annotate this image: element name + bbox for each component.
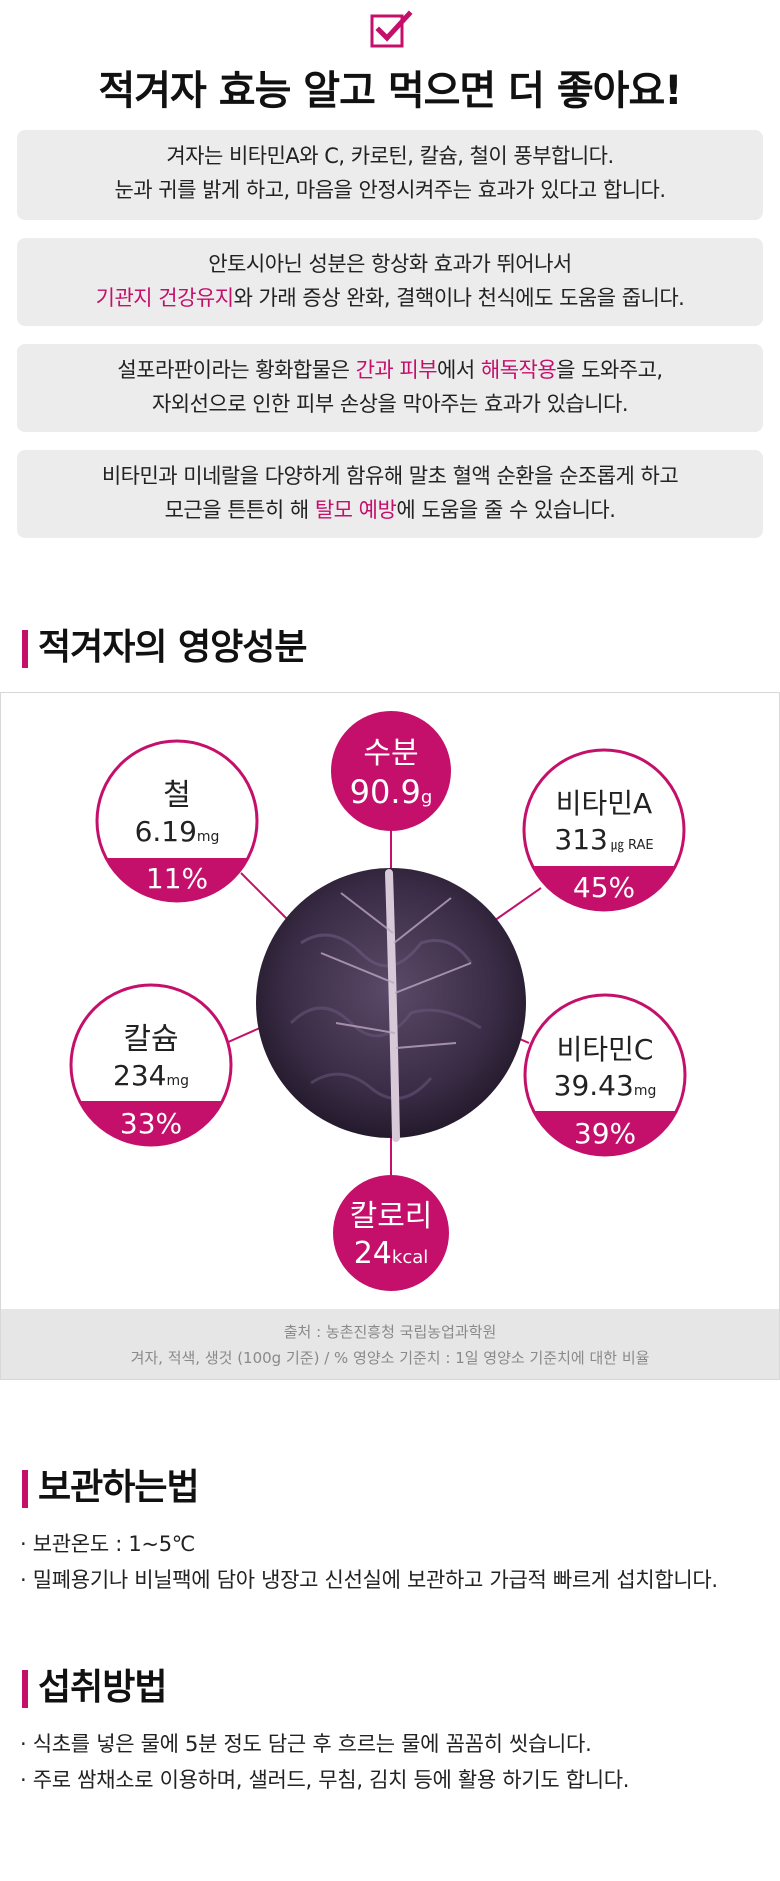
benefit-4-line2: 모근을 튼튼히 해 탈모 예방에 도움을 줄 수 있습니다. [17,493,763,527]
list-item: 보관온도 : 1~5℃ [20,1526,718,1562]
intake-list: 식초를 넣은 물에 5분 정도 담근 후 흐르는 물에 꼼꼼히 씻습니다. 주로… [20,1726,630,1798]
benefit-3-line1: 설포라판이라는 황화합물은 간과 피부에서 해독작용을 도와주고, [17,353,763,387]
benefit-box-3: 설포라판이라는 황화합물은 간과 피부에서 해독작용을 도와주고, 자외선으로 … [17,344,763,432]
vitamin-c-unit: mg [634,1083,657,1099]
calorie-label: 칼로리 [350,1199,433,1234]
benefit-1-line2: 눈과 귀를 밝게 하고, 마음을 안정시켜주는 효과가 있다고 합니다. [114,178,666,202]
list-item: 밀폐용기나 비닐팩에 담아 냉장고 신선실에 보관하고 가급적 빠르게 섭치합니… [20,1562,718,1598]
benefit-box-1: 겨자는 비타민A와 C, 카로틴, 칼슘, 철이 풍부합니다. 눈과 귀를 밝게… [17,130,763,220]
calcium-value-line: 234mg [113,1059,189,1092]
benefit-3-text-b: 에서 [437,358,481,382]
benefit-box-2: 안토시아닌 성분은 항상화 효과가 뛰어나서 기관지 건강유지와 가래 증상 완… [17,238,763,326]
benefit-box-4: 비타민과 미네랄을 다양하게 함유해 말초 혈액 순환을 순조롭게 하고 모근을… [17,450,763,538]
vitamin-c-value: 39.43 [554,1069,634,1102]
vitamin-a-label: 비타민A [556,787,652,820]
benefit-2-line2-rest: 와 가래 증상 완화, 결핵이나 천식에도 도움을 줍니다. [233,286,685,310]
vitamin-a-value: 313 [554,823,607,856]
benefit-2-line1: 안토시아닌 성분은 항상화 효과가 뛰어나서 [208,252,572,276]
vitamin-c-percent: 39% [574,1117,636,1150]
benefit-4-line1: 비타민과 미네랄을 다양하게 함유해 말초 혈액 순환을 순조롭게 하고 [101,464,679,488]
iron-unit: mg [197,829,220,845]
benefit-3-line2: 자외선으로 인한 피부 손상을 막아주는 효과가 있습니다. [151,392,629,416]
vitamin-a-unit: ㎍ RAE [611,838,654,853]
storage-section-title: 보관하는법 [22,1466,200,1510]
water-circle: 수분 90.9g [331,711,451,831]
red-mustard-leaf-image [256,868,526,1142]
water-value-line: 90.9g [350,773,433,811]
benefit-2-line2: 기관지 건강유지와 가래 증상 완화, 결핵이나 천식에도 도움을 줍니다. [17,281,763,315]
list-item: 주로 쌈채소로 이용하며, 샐러드, 무침, 김치 등에 활용 하기도 합니다. [20,1762,630,1798]
source-line-2: 겨자, 적색, 생것 (100g 기준) / % 영양소 기준치 : 1일 영양… [130,1349,650,1367]
intake-section-title: 섭취방법 [22,1666,167,1710]
calorie-circle: 칼로리 24kcal [333,1175,449,1291]
calcium-unit: mg [166,1073,189,1089]
benefit-3-text-c: 을 도와주고, [556,358,663,382]
iron-percent: 11% [146,862,208,895]
calorie-unit: kcal [392,1247,428,1268]
benefit-2-highlight: 기관지 건강유지 [95,286,234,310]
vitamin-a-value-line: 313 ㎍ RAE [554,823,653,856]
nutrition-diagram: 수분 90.9g 칼로리 24kcal 철 6.19mg 11% 비타민A 31… [69,711,687,1291]
source-line-1: 출처 : 농촌진흥청 국립농업과학원 [283,1323,497,1341]
calcium-value: 234 [113,1059,166,1092]
benefit-3-highlight-2: 해독작용 [480,358,557,382]
calorie-value-line: 24kcal [354,1236,429,1271]
calcium-circle: 칼슘 234mg 33% [69,983,233,1147]
calorie-value: 24 [354,1236,392,1271]
vitamin-c-value-line: 39.43mg [554,1069,657,1102]
calcium-label: 칼슘 [123,1022,178,1057]
nutrition-section-title: 적겨자의 영양성분 [22,626,307,670]
benefit-4-text-b: 에 도움을 줄 수 있습니다. [396,498,616,522]
water-value: 90.9 [350,773,421,811]
calcium-percent: 33% [120,1107,182,1140]
water-unit: g [421,787,432,808]
source-note: 출처 : 농촌진흥청 국립농업과학원 겨자, 적색, 생것 (100g 기준) … [1,1309,779,1379]
page-title: 적겨자 효능 알고 먹으면 더 좋아요! [98,68,682,114]
nutrition-panel: 수분 90.9g 칼로리 24kcal 철 6.19mg 11% 비타민A 31… [0,692,780,1380]
vitamin-c-circle: 비타민C 39.43mg 39% [523,993,687,1157]
vitamin-a-percent: 45% [573,871,635,904]
benefit-4-highlight: 탈모 예방 [314,498,397,522]
storage-list: 보관온도 : 1~5℃ 밀폐용기나 비닐팩에 담아 냉장고 신선실에 보관하고 … [20,1526,718,1598]
iron-value: 6.19 [135,815,197,848]
vitamin-c-label: 비타민C [557,1033,654,1066]
vitamin-a-circle: 비타민A 313 ㎍ RAE 45% [522,748,686,912]
benefit-4-text-a: 모근을 튼튼히 해 [164,498,315,522]
iron-value-line: 6.19mg [135,815,220,848]
list-item: 식초를 넣은 물에 5분 정도 담근 후 흐르는 물에 꼼꼼히 씻습니다. [20,1726,629,1762]
checkbox-check-icon [370,10,413,48]
water-label: 수분 [363,736,418,771]
benefit-3-text-a: 설포라판이라는 황화합물은 [117,358,356,382]
benefit-1-line1: 겨자는 비타민A와 C, 카로틴, 칼슘, 철이 풍부합니다. [166,144,614,168]
benefit-3-highlight-1: 간과 피부 [355,358,438,382]
iron-label: 철 [163,778,191,813]
iron-circle: 철 6.19mg 11% [95,739,259,903]
